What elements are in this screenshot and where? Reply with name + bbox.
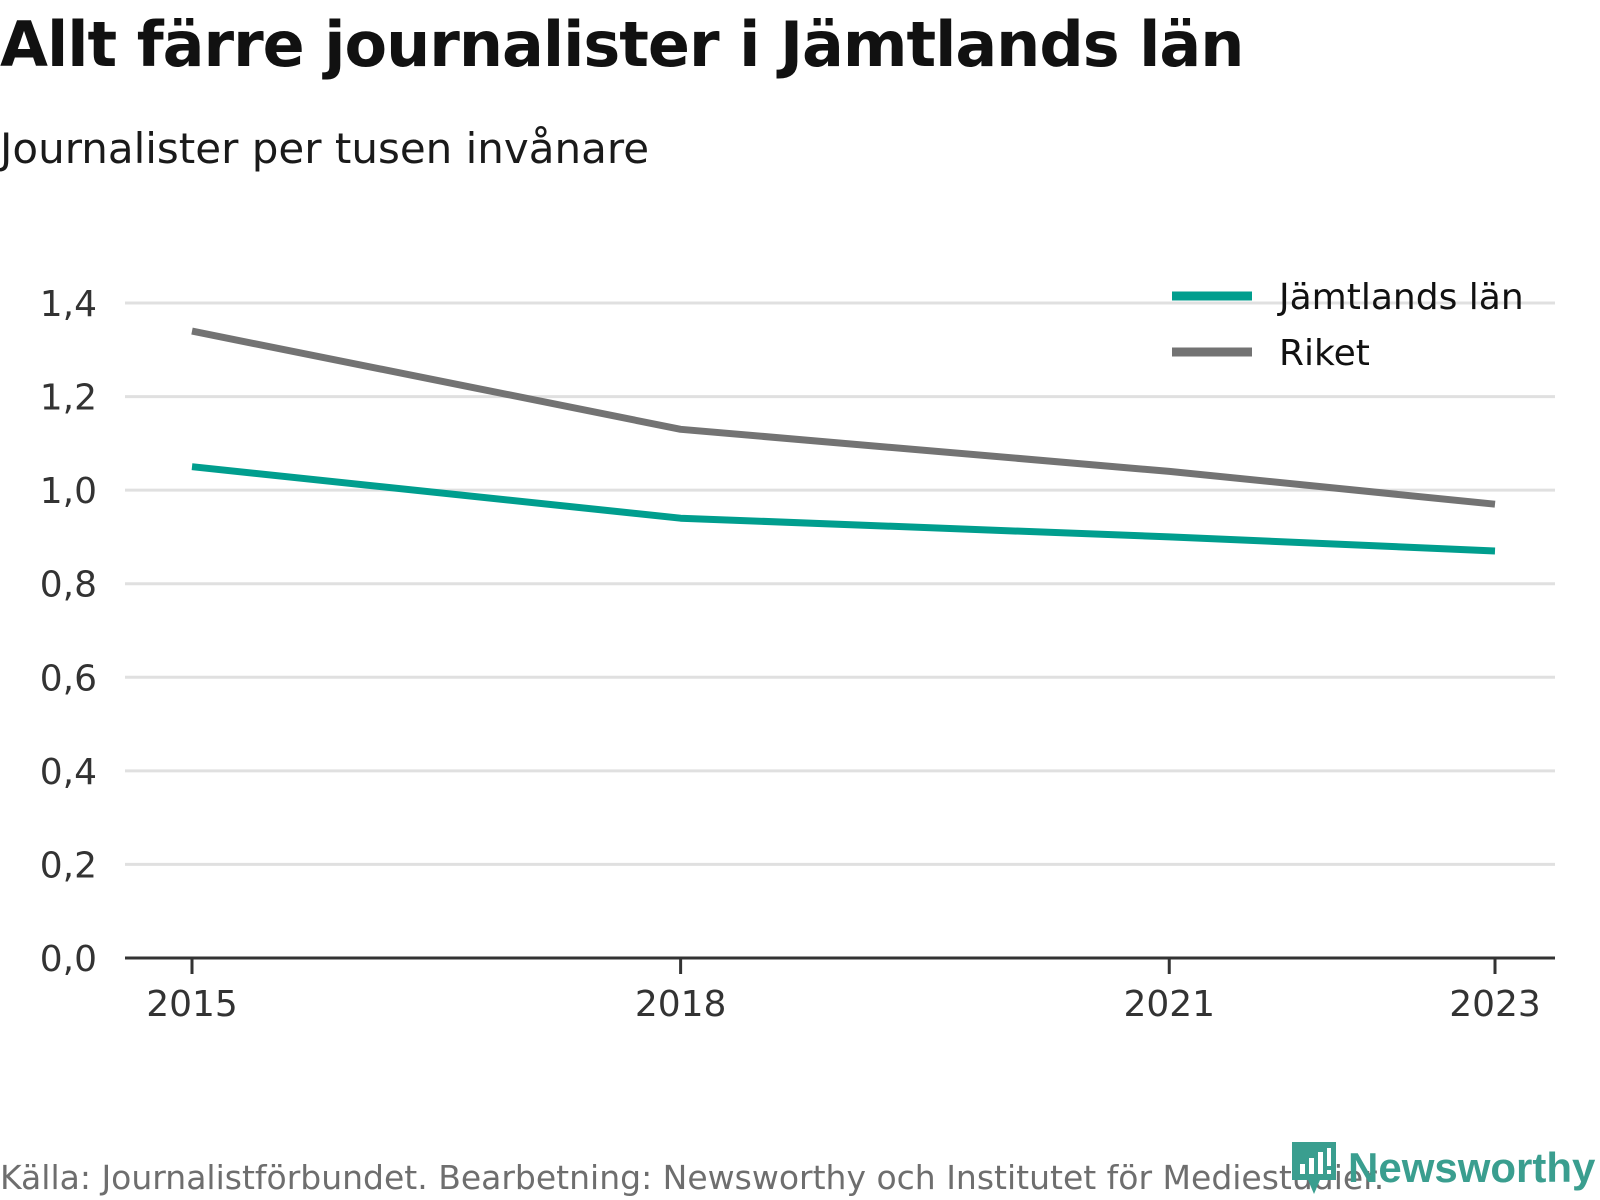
y-tick-label: 0,4 [40, 752, 97, 793]
x-tick-label: 2015 [146, 984, 238, 1025]
series-line-riket [191, 327, 1496, 508]
brand-logo: Newsworthy [1290, 1140, 1595, 1196]
x-tick-label: 2018 [635, 984, 727, 1025]
y-tick-label: 0,0 [40, 939, 97, 980]
legend-label: Riket [1279, 333, 1370, 374]
y-tick-label: 1,0 [40, 471, 97, 512]
chart-subtitle: Journalister per tusen invånare [0, 124, 650, 173]
x-tick-label: 2023 [1449, 984, 1541, 1025]
y-tick-label: 1,4 [40, 284, 97, 325]
x-tick-label: 2021 [1123, 984, 1215, 1025]
y-tick-label: 0,8 [40, 565, 97, 606]
legend-label: Jämtlands län [1277, 277, 1524, 318]
newsworthy-logo-icon [1290, 1140, 1338, 1196]
source-note: Källa: Journalistförbundet. Bearbetning:… [0, 1158, 1385, 1197]
y-tick-label: 0,2 [40, 845, 97, 886]
series-line-jämtlands-län [191, 463, 1496, 555]
brand-name: Newsworthy [1348, 1144, 1596, 1191]
y-tick-label: 0,6 [40, 658, 97, 699]
y-tick-label: 1,2 [40, 378, 97, 419]
chart-title: Allt färre journalister i Jämtlands län [0, 8, 1244, 81]
